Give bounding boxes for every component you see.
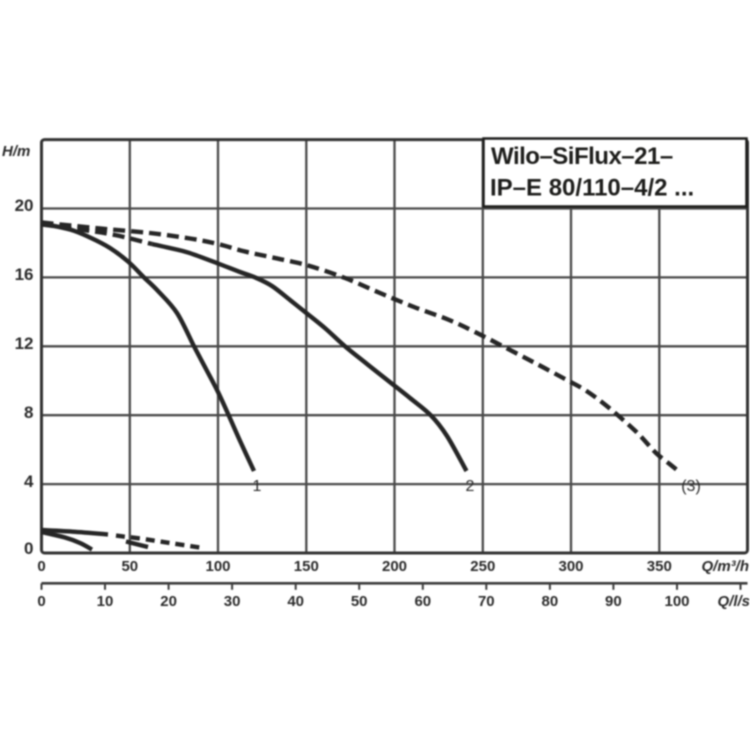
svg-text:0: 0 bbox=[24, 539, 33, 558]
svg-text:20: 20 bbox=[160, 593, 177, 610]
svg-text:2: 2 bbox=[466, 478, 475, 495]
svg-text:300: 300 bbox=[558, 558, 583, 575]
svg-text:20: 20 bbox=[15, 196, 34, 215]
svg-text:Wilo–SiFlux–21–: Wilo–SiFlux–21– bbox=[491, 143, 673, 170]
svg-text:80: 80 bbox=[542, 593, 559, 610]
svg-text:Q/m³/h: Q/m³/h bbox=[702, 558, 750, 575]
svg-text:Q/l/s: Q/l/s bbox=[717, 593, 750, 610]
svg-text:1: 1 bbox=[253, 478, 262, 495]
svg-text:12: 12 bbox=[15, 334, 34, 353]
svg-text:50: 50 bbox=[121, 558, 138, 575]
svg-text:100: 100 bbox=[205, 558, 230, 575]
svg-text:10: 10 bbox=[97, 593, 114, 610]
svg-text:60: 60 bbox=[414, 593, 431, 610]
svg-text:90: 90 bbox=[605, 593, 622, 610]
svg-text:H/m: H/m bbox=[2, 143, 30, 160]
svg-text:16: 16 bbox=[15, 265, 34, 284]
svg-text:(3): (3) bbox=[681, 478, 701, 495]
svg-text:30: 30 bbox=[224, 593, 241, 610]
svg-text:250: 250 bbox=[470, 558, 495, 575]
svg-text:0: 0 bbox=[37, 593, 45, 610]
svg-text:50: 50 bbox=[351, 593, 368, 610]
svg-text:100: 100 bbox=[664, 593, 689, 610]
svg-text:8: 8 bbox=[24, 403, 33, 422]
svg-text:150: 150 bbox=[294, 558, 319, 575]
svg-text:200: 200 bbox=[382, 558, 407, 575]
svg-text:IP–E 80/110–4/2 ...: IP–E 80/110–4/2 ... bbox=[490, 175, 694, 202]
svg-text:4: 4 bbox=[24, 472, 34, 491]
svg-text:350: 350 bbox=[647, 558, 672, 575]
svg-text:40: 40 bbox=[287, 593, 304, 610]
svg-text:70: 70 bbox=[478, 593, 495, 610]
svg-text:0: 0 bbox=[37, 558, 45, 575]
